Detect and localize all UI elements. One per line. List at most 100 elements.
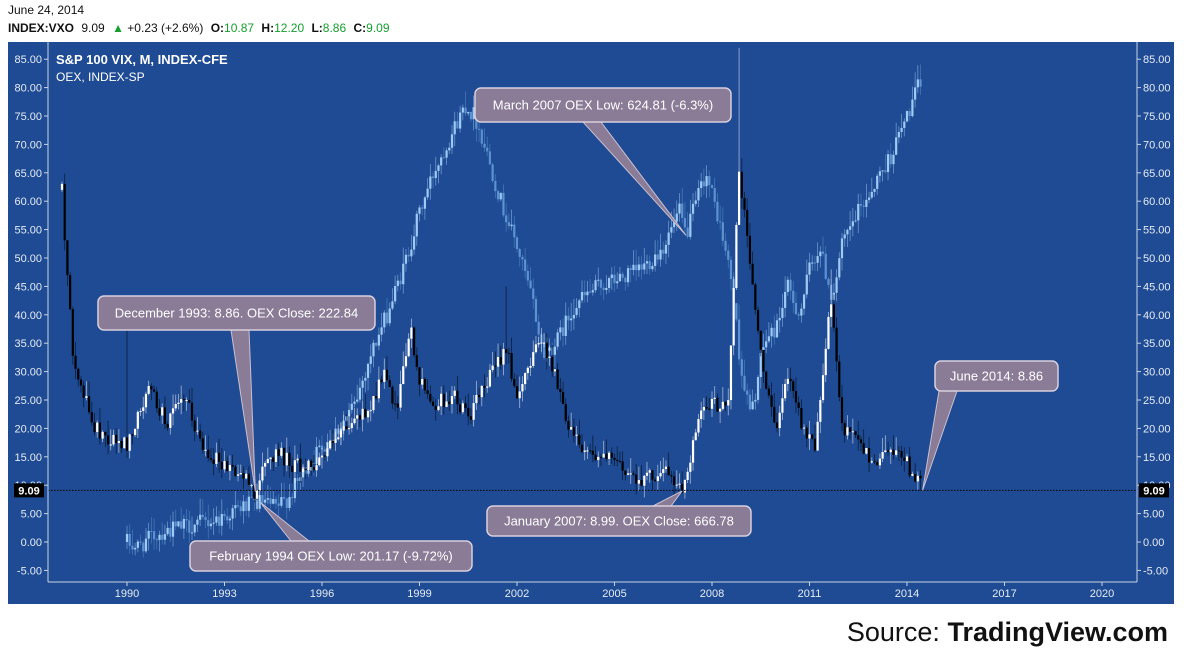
oex-candle xyxy=(158,534,161,540)
oex-candle xyxy=(429,176,432,189)
oex-candle xyxy=(854,220,857,222)
oex-candle xyxy=(152,531,156,540)
vix-candle xyxy=(366,410,370,418)
last-value-badges: 9.09 9.09 xyxy=(14,483,1169,498)
oex-candle xyxy=(865,199,868,207)
oex-candle xyxy=(686,227,689,237)
vix-candle xyxy=(115,434,118,444)
oex-candle xyxy=(857,203,860,221)
oex-candle xyxy=(499,192,502,200)
annotation-box xyxy=(189,540,473,572)
vix-candle xyxy=(307,460,310,471)
oex-candle xyxy=(372,342,375,357)
oex-candle xyxy=(258,495,261,509)
oex-candle xyxy=(916,79,919,88)
oex-candle xyxy=(789,279,792,291)
source-name: TradingView.com xyxy=(947,617,1168,647)
oex-candle xyxy=(182,518,185,529)
oex-candle xyxy=(859,203,863,206)
vix-candle xyxy=(185,400,188,402)
vix-candle xyxy=(897,450,900,452)
oex-candle xyxy=(583,292,586,296)
vix-candle xyxy=(672,476,676,486)
oex-candle xyxy=(632,264,635,271)
vix-candle xyxy=(253,484,256,499)
oex-candle xyxy=(640,264,643,270)
high-label: H: xyxy=(261,21,275,35)
vix-candle xyxy=(575,434,578,436)
oex-candle xyxy=(589,291,592,293)
vix-candle xyxy=(597,456,600,461)
vix-candle xyxy=(524,373,527,385)
vix-candle xyxy=(819,400,822,422)
oex-candle xyxy=(867,197,871,200)
oex-candle xyxy=(399,280,402,285)
vix-candle xyxy=(334,439,337,443)
oex-candle xyxy=(727,250,730,260)
vix-candle xyxy=(548,356,551,358)
vix-candle xyxy=(152,389,156,392)
oex-candle xyxy=(388,308,391,324)
oex-candle xyxy=(461,107,464,113)
vix-candle xyxy=(369,410,372,412)
oex-candle xyxy=(459,112,462,129)
vix-candle xyxy=(775,422,779,429)
vix-candle xyxy=(521,384,524,392)
vix-candle xyxy=(916,475,919,482)
vix-candle xyxy=(356,415,359,419)
vix-candle xyxy=(545,342,548,358)
oex-candle xyxy=(526,271,529,281)
vix-candle xyxy=(282,447,286,466)
oex-candle xyxy=(185,518,188,521)
oex-candle xyxy=(320,445,324,450)
oex-candle xyxy=(228,518,232,521)
vix-candle xyxy=(843,423,846,436)
vix-candle xyxy=(144,393,148,408)
vix-candle xyxy=(878,458,882,466)
oex-candle xyxy=(607,278,611,288)
annotation-callout: March 2007 OEX Low: 624.81 (-6.3%) xyxy=(474,87,732,236)
vix-candle xyxy=(746,209,749,236)
oex-candle xyxy=(239,506,242,512)
vix-candle xyxy=(315,465,318,471)
vix-candle xyxy=(394,403,397,405)
oex-candle xyxy=(580,292,584,301)
vix-candle xyxy=(561,391,565,404)
oex-candle xyxy=(792,290,795,303)
oex-candle xyxy=(721,222,724,241)
oex-candle xyxy=(645,261,649,264)
vix-candle xyxy=(805,427,808,439)
oex-candle xyxy=(662,249,665,254)
oex-candle xyxy=(708,176,711,186)
y-axis-left: 85.00 80.00 75.00 70.00 65.00 60.00 55.00 50.00… xyxy=(14,42,49,582)
vix-candle xyxy=(873,461,876,463)
oex-candle xyxy=(624,277,627,283)
y-tick-label-right: 40.00 xyxy=(1143,310,1171,322)
vix-candle xyxy=(494,365,497,367)
vix-candle xyxy=(242,473,245,479)
vix-candle xyxy=(212,459,215,464)
vix-candle xyxy=(87,396,91,413)
oex-candle xyxy=(559,327,562,333)
y-tick-label-left: -5.00 xyxy=(17,565,42,577)
oex-candle xyxy=(616,281,619,284)
vix-candle xyxy=(686,471,689,480)
oex-candle xyxy=(618,273,622,282)
vix-candle xyxy=(391,386,394,404)
vix-candle xyxy=(82,385,85,398)
oex-candle xyxy=(724,240,727,251)
vix-candle xyxy=(770,395,773,407)
vix-candle xyxy=(792,381,795,392)
vix-candle xyxy=(231,465,234,467)
oex-candle xyxy=(819,251,822,257)
vix-candle xyxy=(456,390,459,405)
oex-candle xyxy=(450,134,454,148)
oex-candle xyxy=(886,154,890,173)
vix-candle xyxy=(748,235,752,264)
vix-candle xyxy=(310,460,313,468)
vix-candle xyxy=(104,431,107,436)
oex-candle xyxy=(431,176,435,179)
vix-candle xyxy=(98,422,102,439)
oex-candle xyxy=(840,238,844,259)
